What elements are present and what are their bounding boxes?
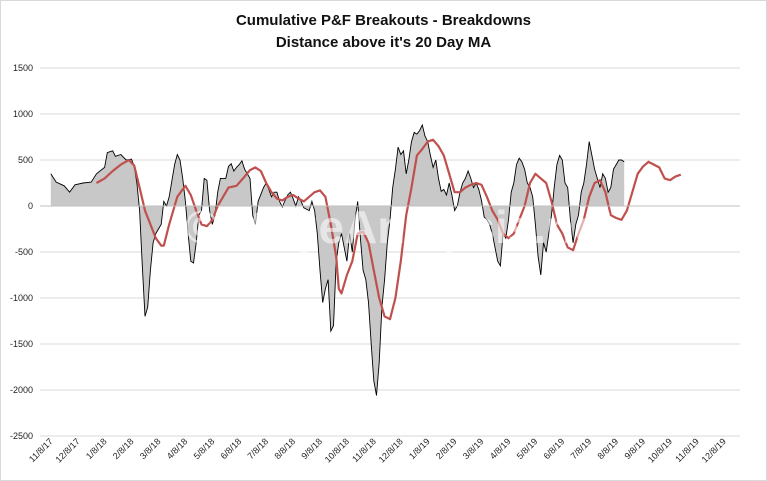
x-tick-label: 6/8/18: [219, 436, 244, 461]
x-tick-label: 10/8/18: [323, 436, 351, 464]
x-tick-label: 8/8/18: [272, 436, 297, 461]
y-tick-label: -1500: [10, 339, 33, 349]
x-tick-label: 7/8/19: [569, 436, 594, 461]
x-tick-label: 12/8/19: [700, 436, 728, 464]
x-tick-label: 11/8/18: [350, 436, 378, 464]
x-tick-label: 4/8/19: [488, 436, 513, 461]
x-tick-label: 4/8/18: [165, 436, 190, 461]
x-tick-label: 1/8/19: [407, 436, 432, 461]
x-tick-label: 5/8/18: [192, 436, 217, 461]
y-tick-label: 1000: [13, 109, 33, 119]
x-tick-label: 2/8/18: [111, 436, 136, 461]
y-tick-label: 0: [28, 201, 33, 211]
watermark: ©StageAnalysis.net: [185, 201, 615, 253]
y-tick-label: -1000: [10, 293, 33, 303]
x-tick-label: 2/8/19: [434, 436, 459, 461]
y-tick-label: 1500: [13, 63, 33, 73]
x-tick-label: 10/8/19: [646, 436, 674, 464]
x-tick-label: 9/8/18: [299, 436, 324, 461]
area-series-outline: [50, 123, 625, 396]
x-tick-label: 6/8/19: [542, 436, 567, 461]
x-tick-label: 7/8/18: [245, 436, 270, 461]
x-tick-label: 5/8/19: [515, 436, 540, 461]
x-tick-label: 1/8/18: [84, 436, 109, 461]
x-tick-label: 8/8/19: [595, 436, 620, 461]
x-tick-label: 12/8/18: [377, 436, 405, 464]
y-axis-ticks: 1500 1000 500 0 -500 -1000 -1500 -2000 -2500: [10, 63, 33, 441]
x-tick-label: 11/8/19: [673, 436, 701, 464]
y-tick-label: -2500: [10, 431, 33, 441]
y-tick-label: -2000: [10, 385, 33, 395]
chart-subtitle: Distance above it's 20 Day MA: [275, 34, 492, 51]
chart-title: Cumulative P&F Breakouts - Breakdowns: [235, 12, 532, 29]
x-tick-label: 9/8/19: [622, 436, 647, 461]
y-tick-label: -500: [15, 247, 33, 257]
x-tick-label: 3/8/18: [138, 436, 163, 461]
x-tick-label: 3/8/19: [461, 436, 486, 461]
x-tick-label: 12/8/17: [53, 436, 81, 464]
y-tick-label: 500: [18, 155, 33, 165]
moving-average-line: [95, 138, 682, 321]
